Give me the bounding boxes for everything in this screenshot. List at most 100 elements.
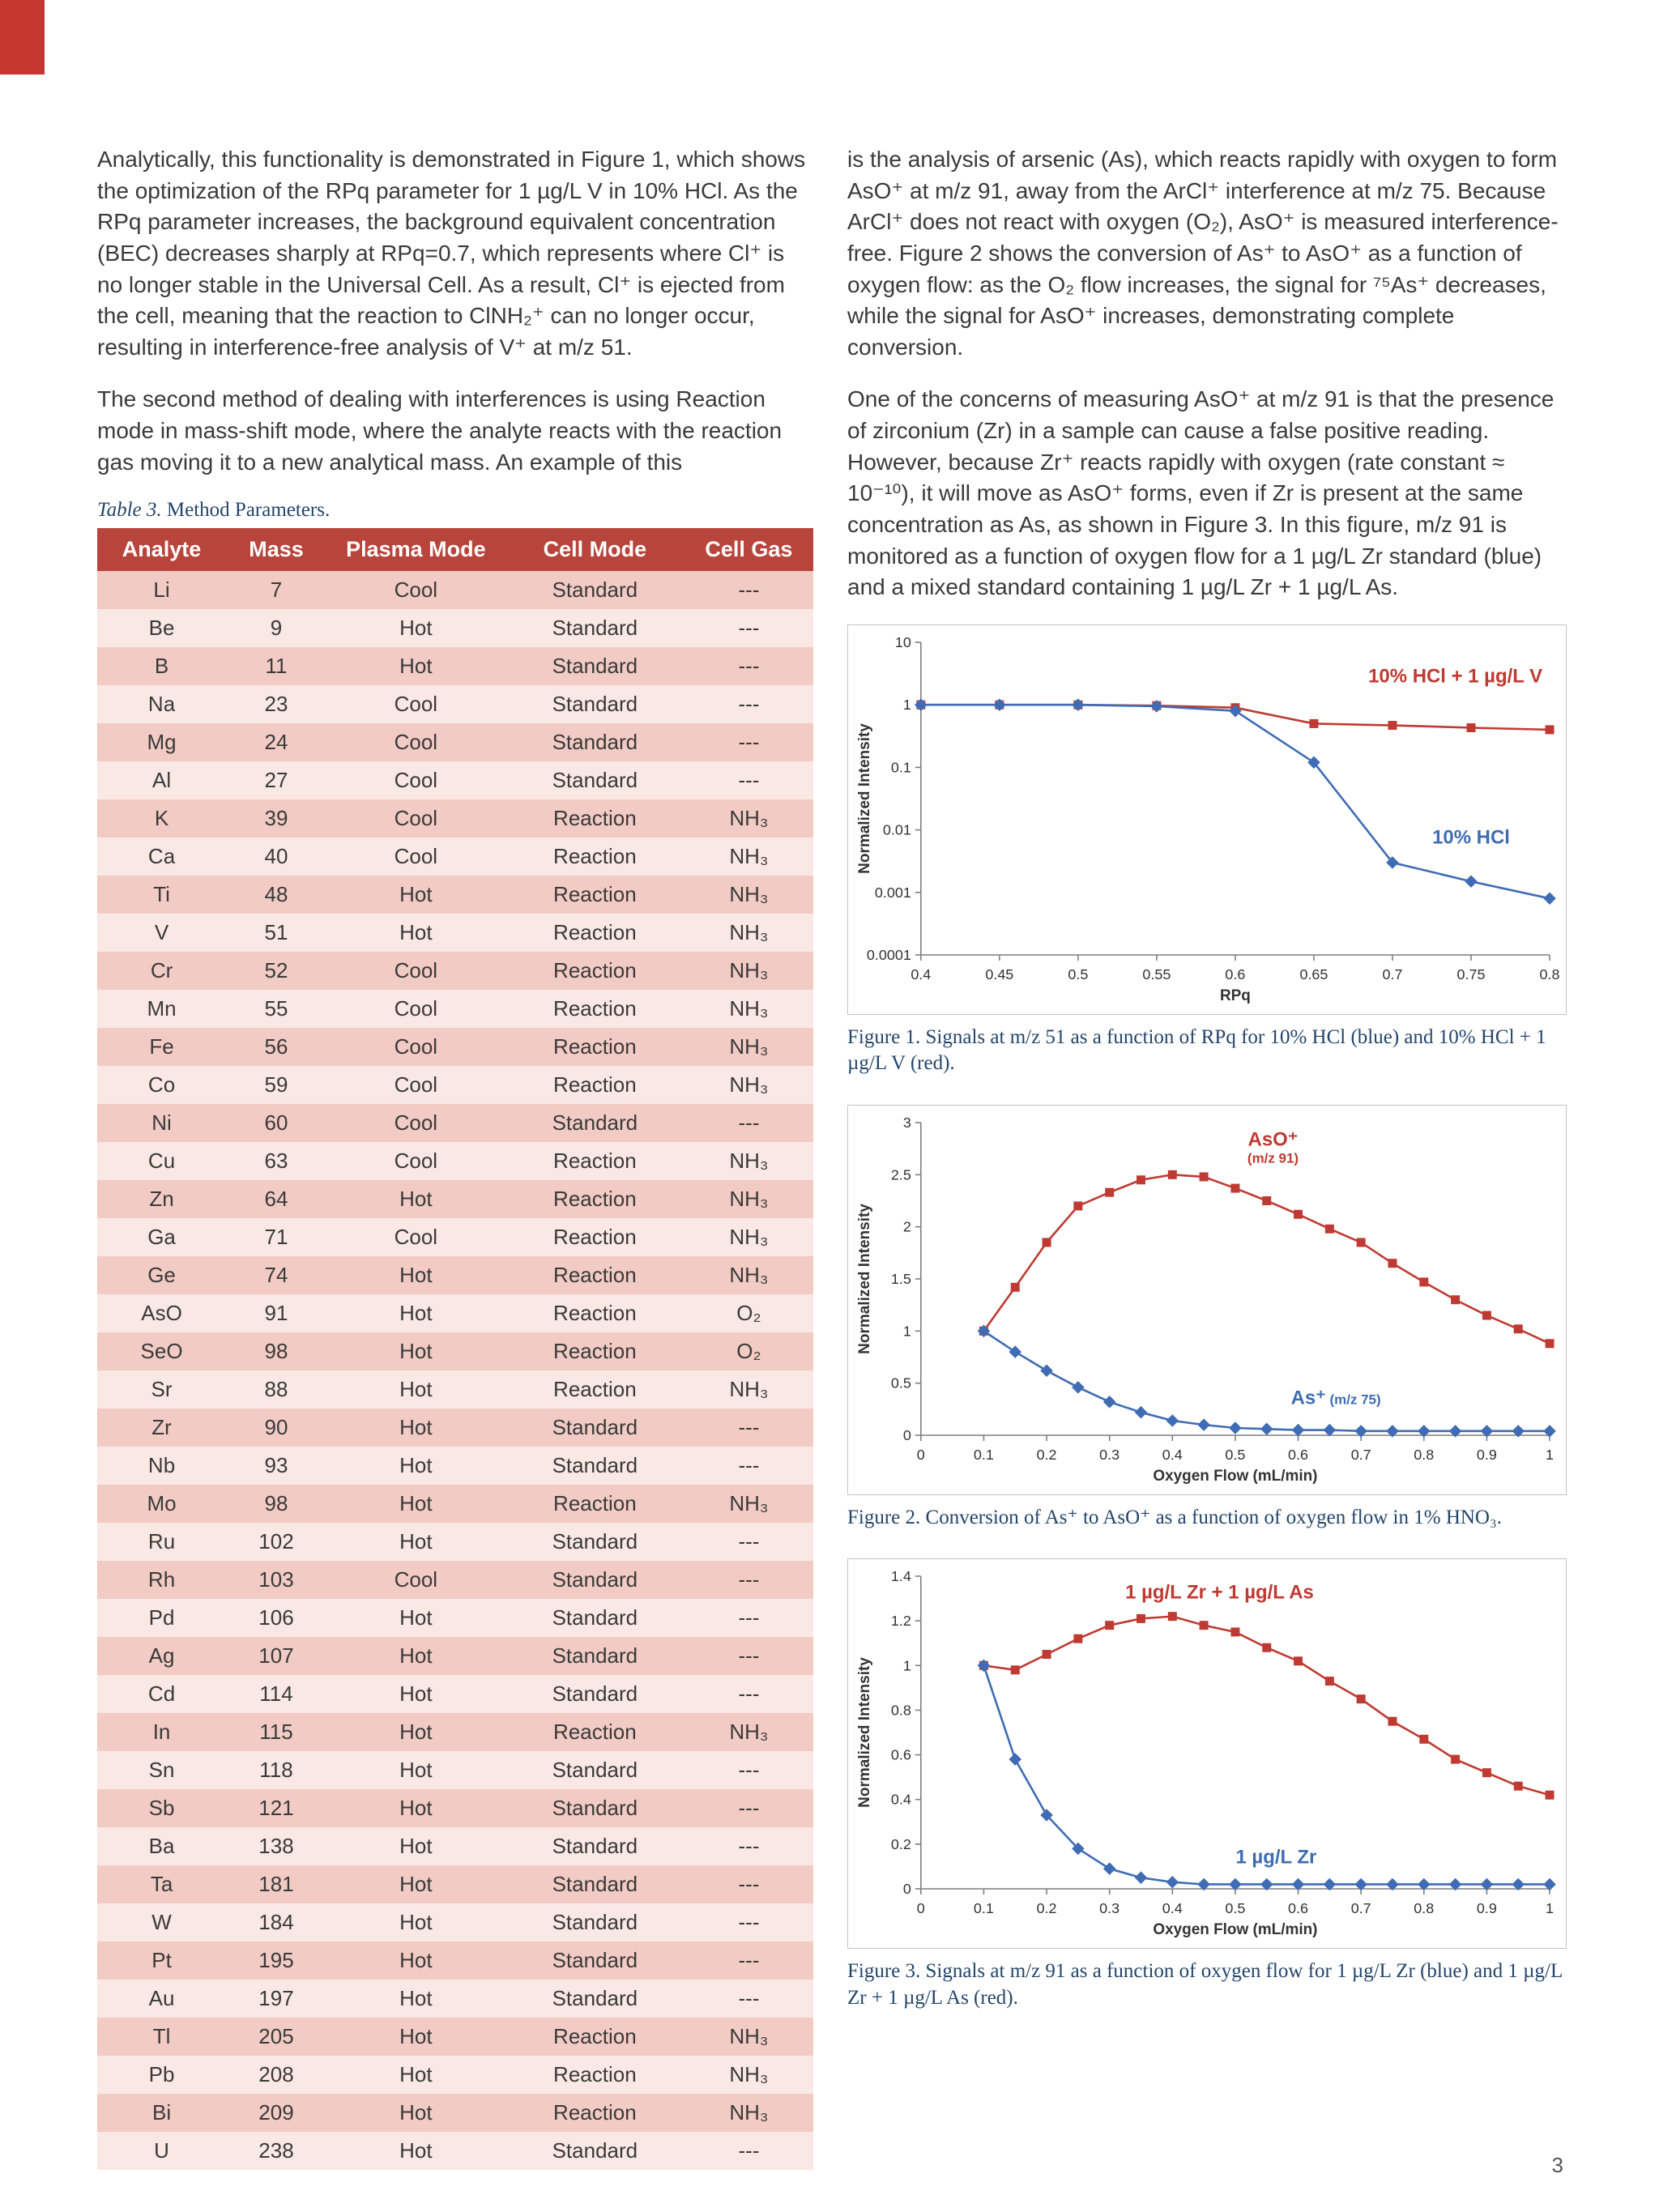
table-cell: NH₃ xyxy=(729,1263,769,1288)
table-cell: NH₃ xyxy=(729,806,769,831)
table-cell: Cool xyxy=(394,578,438,603)
table-cell: 91 xyxy=(264,1301,288,1326)
svg-text:2: 2 xyxy=(903,1218,911,1234)
table-row: Tl 205 Hot Reaction NH₃ xyxy=(97,2018,813,2056)
table-cell: Mg xyxy=(147,730,177,755)
table-row: Pd 106 Hot Standard --- xyxy=(97,1599,813,1638)
table-cell: Al xyxy=(151,768,172,793)
table-cell: Reaction xyxy=(553,1034,637,1059)
figure-3-caption: Figure 3. Signals at m/z 91 as a functio… xyxy=(847,1958,1567,2011)
svg-text:0.4: 0.4 xyxy=(891,1792,911,1808)
svg-text:0.7: 0.7 xyxy=(1351,1447,1371,1463)
column-header: Analyte xyxy=(97,528,227,572)
figure-1-box: 10 1 0.1 0.01 0.001 0.0001 0.4 0.45 0.5 0.55 0.6 0.… xyxy=(847,624,1567,1015)
table-cell: Reaction xyxy=(553,806,637,831)
table-cell: 181 xyxy=(258,1872,294,1897)
svg-text:0.6: 0.6 xyxy=(891,1747,911,1763)
table-cell: NH₃ xyxy=(729,920,769,945)
svg-text:0.8: 0.8 xyxy=(1540,966,1560,982)
table-cell: Reaction xyxy=(553,1187,637,1212)
table-cell: --- xyxy=(738,1758,760,1783)
svg-text:0.01: 0.01 xyxy=(883,821,911,837)
table-cell: Reaction xyxy=(553,2062,637,2087)
svg-text:Normalized Intensity: Normalized Intensity xyxy=(856,722,873,873)
table-cell: Cool xyxy=(394,1567,438,1592)
table-cell: U xyxy=(154,2138,169,2163)
svg-text:0.6: 0.6 xyxy=(1225,966,1245,982)
table-cell: 40 xyxy=(264,844,288,869)
table-row: Nb 93 Hot Standard --- xyxy=(97,1447,813,1485)
figure-2-caption-label: Figure 2. xyxy=(847,1506,921,1528)
table-cell: 98 xyxy=(264,1339,288,1364)
svg-text:0.8: 0.8 xyxy=(1414,1900,1434,1916)
table-cell: Reaction xyxy=(553,1720,637,1745)
table-cell: Ti xyxy=(153,882,170,907)
left-column: Analytically, this functionality is demo… xyxy=(97,144,813,2171)
table-cell: Standard xyxy=(552,1834,638,1859)
table-row: Zr 90 Hot Standard --- xyxy=(97,1409,813,1447)
table-cell: Ag xyxy=(148,1643,175,1669)
table-cell: V xyxy=(154,920,169,945)
table-row: Mo 98 Hot Reaction NH₃ xyxy=(97,1485,813,1524)
table-row: Mg 24 Cool Standard --- xyxy=(97,723,813,762)
table-cell: O₂ xyxy=(736,1301,761,1326)
table-cell: W xyxy=(151,1910,172,1935)
svg-text:0.1: 0.1 xyxy=(974,1447,994,1463)
table-cell: Hot xyxy=(399,1301,433,1326)
table-cell: --- xyxy=(738,1681,760,1707)
table-cell: --- xyxy=(738,1415,760,1440)
table-cell: --- xyxy=(738,1986,760,2011)
table-row: Ni 60 Cool Standard --- xyxy=(97,1104,813,1143)
table-row: Ba 138 Hot Standard --- xyxy=(97,1827,813,1866)
table-cell: 90 xyxy=(264,1415,288,1440)
svg-text:0: 0 xyxy=(903,1881,911,1897)
table-cell: --- xyxy=(738,1453,760,1478)
svg-text:1 µg/L Zr: 1 µg/L Zr xyxy=(1235,1847,1316,1869)
table-cell: --- xyxy=(738,616,760,641)
column-header: Plasma Mode xyxy=(326,528,505,572)
table-cell: 184 xyxy=(258,1910,294,1935)
table-cell: 114 xyxy=(259,1681,293,1707)
table-cell: NH₃ xyxy=(729,2062,769,2087)
table-cell: Cool xyxy=(394,1149,438,1174)
paragraph: is the analysis of arsenic (As), which r… xyxy=(847,147,1559,360)
table-cell: --- xyxy=(738,1834,760,1859)
table-cell: Hot xyxy=(399,1529,433,1554)
table-cell: In xyxy=(152,1720,171,1745)
svg-text:0.8: 0.8 xyxy=(1414,1447,1434,1463)
table-cell: Standard xyxy=(552,1110,638,1136)
table-row: Pb 208 Hot Reaction NH₃ xyxy=(97,2056,813,2095)
svg-text:Oxygen Flow (mL/min): Oxygen Flow (mL/min) xyxy=(1153,1921,1317,1938)
table-cell: Reaction xyxy=(553,1072,637,1097)
table-cell: Bi xyxy=(151,2100,172,2125)
table-cell: 24 xyxy=(264,730,288,755)
table-cell: NH₃ xyxy=(729,2024,769,2049)
table-cell: --- xyxy=(738,1529,760,1554)
table-cell: Pb xyxy=(148,2062,175,2087)
table-cell: Hot xyxy=(399,1796,433,1821)
table-row: Ge 74 Hot Reaction NH₃ xyxy=(97,1256,813,1295)
table-cell: Cool xyxy=(394,996,438,1021)
table-cell: Standard xyxy=(552,1910,638,1935)
table-cell: Ba xyxy=(148,1834,175,1859)
table-row: Cr 52 Cool Reaction NH₃ xyxy=(97,952,813,991)
figure-1-caption-label: Figure 1. xyxy=(847,1025,921,1048)
table-cell: NH₃ xyxy=(729,1491,769,1516)
table-row: B 11 Hot Standard --- xyxy=(97,647,813,686)
table-cell: Standard xyxy=(552,1453,638,1478)
table-cell: Cool xyxy=(394,806,438,831)
table-cell: --- xyxy=(738,1605,760,1630)
table-cell: 115 xyxy=(259,1720,293,1745)
table-cell: Standard xyxy=(552,1643,638,1669)
table-cell: NH₃ xyxy=(729,844,769,869)
table-row: Be 9 Hot Standard --- xyxy=(97,609,813,648)
table-cell: --- xyxy=(738,1910,760,1935)
table-cell: Cool xyxy=(394,1110,438,1136)
table-cell: Reaction xyxy=(553,882,637,907)
table-cell: Reaction xyxy=(553,2100,637,2125)
table-cell: --- xyxy=(738,2138,760,2163)
svg-text:1: 1 xyxy=(903,1658,911,1674)
column-header: Cell Mode xyxy=(505,528,684,572)
table-cell: 208 xyxy=(258,2062,294,2087)
table-cell: Pt xyxy=(151,1948,172,1973)
